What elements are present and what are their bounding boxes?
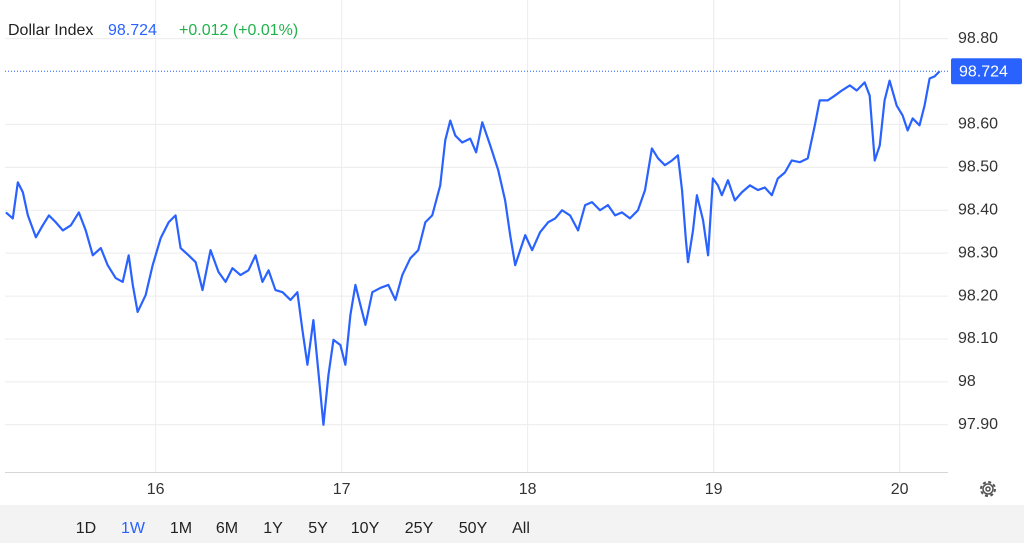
range-bar <box>0 505 1024 543</box>
y-tick-label: 98.60 <box>958 116 998 133</box>
x-tick-label: 20 <box>891 481 909 498</box>
range-button[interactable]: 50Y <box>459 520 488 537</box>
header-name: Dollar Index <box>8 22 93 39</box>
range-button[interactable]: 6M <box>216 520 238 537</box>
gear-hole <box>985 486 991 492</box>
x-tick-label: 16 <box>147 481 165 498</box>
range-button[interactable]: 1D <box>76 520 96 537</box>
range-button[interactable]: 1Y <box>263 520 283 537</box>
y-tick-label: 98.20 <box>958 287 998 304</box>
header-price: 98.724 <box>108 22 157 39</box>
price-tag <box>951 58 1022 85</box>
settings-icon[interactable] <box>980 481 996 497</box>
y-tick-label: 98.40 <box>958 201 998 218</box>
range-button[interactable]: 25Y <box>405 520 434 537</box>
y-tick-label: 98 <box>958 373 976 390</box>
gear-teeth <box>980 481 996 497</box>
range-button[interactable]: 1W <box>121 520 146 537</box>
y-tick-label: 97.90 <box>958 416 998 433</box>
x-tick-label: 18 <box>519 481 537 498</box>
x-tick-label: 17 <box>333 481 351 498</box>
gear-body <box>982 483 994 495</box>
y-tick-label: 98.10 <box>958 330 998 347</box>
range-button[interactable]: 1M <box>170 520 192 537</box>
y-tick-label: 98.80 <box>958 30 998 47</box>
range-button[interactable]: All <box>512 520 530 537</box>
x-tick-label: 19 <box>705 481 723 498</box>
range-button[interactable]: 5Y <box>308 520 328 537</box>
price-line <box>5 70 941 426</box>
range-button[interactable]: 10Y <box>351 520 380 537</box>
y-tick-label: 98.30 <box>958 244 998 261</box>
price-tag-label: 98.724 <box>959 63 1008 80</box>
header-change: +0.012 (+0.01%) <box>179 22 298 39</box>
y-tick-label: 98.50 <box>958 159 998 176</box>
